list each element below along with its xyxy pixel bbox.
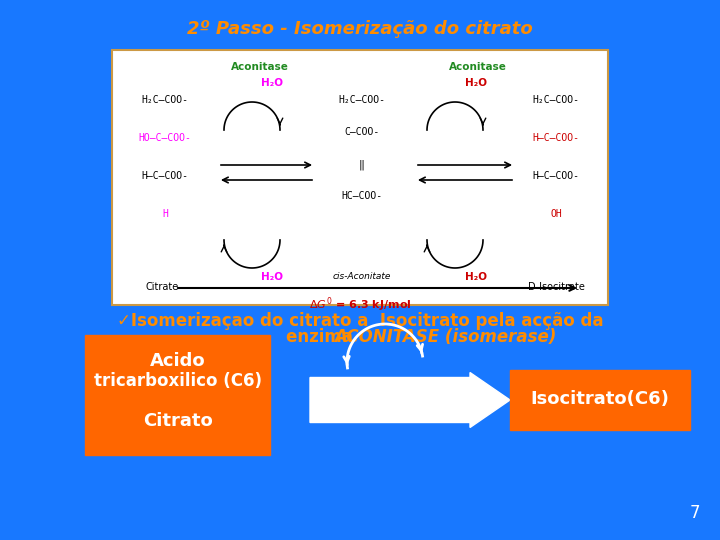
- Text: enzima: enzima: [286, 328, 359, 346]
- FancyArrow shape: [310, 373, 510, 428]
- Text: H₂C—COO-: H₂C—COO-: [142, 95, 189, 105]
- Text: 7: 7: [690, 504, 700, 522]
- Text: H₂O: H₂O: [261, 78, 283, 88]
- Text: Aconitase: Aconitase: [231, 62, 289, 72]
- Text: OH: OH: [550, 209, 562, 219]
- Text: C—COO-: C—COO-: [344, 127, 379, 137]
- Text: Aconitase: Aconitase: [449, 62, 507, 72]
- Text: cis-Aconitate: cis-Aconitate: [333, 272, 391, 281]
- Text: HC—COO-: HC—COO-: [341, 191, 382, 201]
- Text: Citrate: Citrate: [145, 282, 179, 292]
- Text: H—C—COO-: H—C—COO-: [533, 171, 580, 181]
- Text: ✓Isomerizaçao do citrato a  Isocitrato pela acção da: ✓Isomerizaçao do citrato a Isocitrato pe…: [117, 312, 603, 330]
- Text: H₂C—COO-: H₂C—COO-: [338, 95, 385, 105]
- Bar: [112, 50, 608, 305]
- Text: Acido: Acido: [150, 352, 206, 370]
- Text: H₂O: H₂O: [465, 272, 487, 282]
- Text: HO—C—COO-: HO—C—COO-: [138, 133, 192, 143]
- Text: H₂O: H₂O: [261, 272, 283, 282]
- Bar: [85, 335, 270, 455]
- Text: H—C—COO-: H—C—COO-: [533, 133, 580, 143]
- Text: 2º Passo - Isomerização do citrato: 2º Passo - Isomerização do citrato: [187, 20, 533, 38]
- Text: H—C—COO-: H—C—COO-: [142, 171, 189, 181]
- Text: H₂O: H₂O: [465, 78, 487, 88]
- Text: Citrato: Citrato: [143, 412, 213, 430]
- Text: Isocitrato(C6): Isocitrato(C6): [531, 390, 670, 408]
- Text: ACONITASE (isomerase): ACONITASE (isomerase): [334, 328, 557, 346]
- Text: $\Delta G^{0}$ = 6.3 kJ/mol: $\Delta G^{0}$ = 6.3 kJ/mol: [309, 295, 411, 314]
- Text: tricarboxilico (C6): tricarboxilico (C6): [94, 372, 262, 390]
- Text: H: H: [162, 209, 168, 219]
- Text: H₂C—COO-: H₂C—COO-: [533, 95, 580, 105]
- Text: ‖: ‖: [359, 159, 365, 170]
- Bar: [510, 370, 690, 430]
- Text: D-Isocitrate: D-Isocitrate: [528, 282, 585, 292]
